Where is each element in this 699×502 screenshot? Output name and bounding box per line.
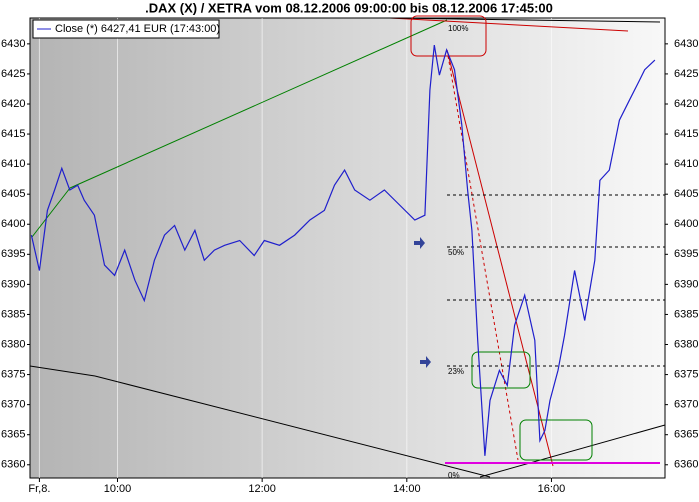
legend-label: Close (*) 6427,41 EUR (17:43:00) — [55, 23, 220, 35]
trend-line — [479, 424, 666, 478]
trend-line — [389, 17, 629, 32]
y-tick-label: 6375 — [1, 368, 25, 380]
x-tick-label: 16:00 — [538, 483, 566, 495]
trend-line — [29, 365, 96, 377]
y-tick-label: 6380 — [1, 338, 25, 350]
drawings — [29, 15, 666, 478]
plot-area — [29, 17, 666, 479]
annotation: 23% — [448, 367, 464, 376]
y-tick-label: 6405 — [674, 188, 698, 200]
trend-line — [446, 49, 554, 467]
y-tick-label: 6375 — [674, 368, 698, 380]
y-tick-label: 6370 — [1, 399, 25, 411]
y-tick-label: 6395 — [674, 248, 698, 260]
annotation: 100% — [448, 24, 468, 33]
trend-line — [31, 187, 71, 238]
y-tick-label: 6400 — [674, 218, 698, 230]
x-tick-label: Fr,8. — [28, 483, 50, 495]
trend-line — [389, 17, 661, 23]
y-tick-label: 6420 — [1, 98, 25, 110]
y-tick-label: 6410 — [674, 158, 698, 170]
y-tick-label: 6385 — [674, 308, 698, 320]
y-tick-label: 6425 — [674, 68, 698, 80]
y-tick-label: 6420 — [674, 98, 698, 110]
y-tick-label: 6390 — [1, 278, 25, 290]
y-tick-label: 6425 — [1, 68, 25, 80]
y-tick-label: 6380 — [674, 338, 698, 350]
y-tick-label: 6430 — [674, 38, 698, 50]
trend-line — [69, 19, 448, 189]
y-tick-label: 6430 — [1, 38, 25, 50]
trend-line — [94, 375, 491, 478]
x-tick-label: 10:00 — [104, 483, 132, 495]
annotation: 0% — [448, 471, 460, 480]
x-tick-label: 14:00 — [393, 483, 421, 495]
y-tick-label: 6405 — [1, 188, 25, 200]
legend — [32, 19, 220, 39]
y-tick-label: 6360 — [674, 459, 698, 471]
chart-title: .DAX (X) / XETRA vom 08.12.2006 09:00:00… — [145, 0, 553, 15]
y-tick-label: 6370 — [674, 399, 698, 411]
y-tick-label: 6410 — [1, 158, 25, 170]
price-line — [30, 44, 656, 456]
y-tick-label: 6400 — [1, 218, 25, 230]
annotation: 50% — [448, 248, 464, 257]
y-tick-label: 6365 — [674, 429, 698, 441]
y-tick-label: 6385 — [1, 308, 25, 320]
y-tick-label: 6415 — [1, 128, 25, 140]
y-tick-label: 6395 — [1, 248, 25, 260]
y-tick-label: 6360 — [1, 459, 25, 471]
arrow-marker — [420, 356, 431, 368]
x-tick-label: 12:00 — [248, 483, 276, 495]
y-tick-label: 6390 — [674, 278, 698, 290]
y-tick-label: 6415 — [674, 128, 698, 140]
y-tick-label: 6365 — [1, 429, 25, 441]
highlight-box — [471, 351, 531, 389]
highlight-box — [519, 419, 593, 461]
arrow-marker — [414, 237, 425, 249]
